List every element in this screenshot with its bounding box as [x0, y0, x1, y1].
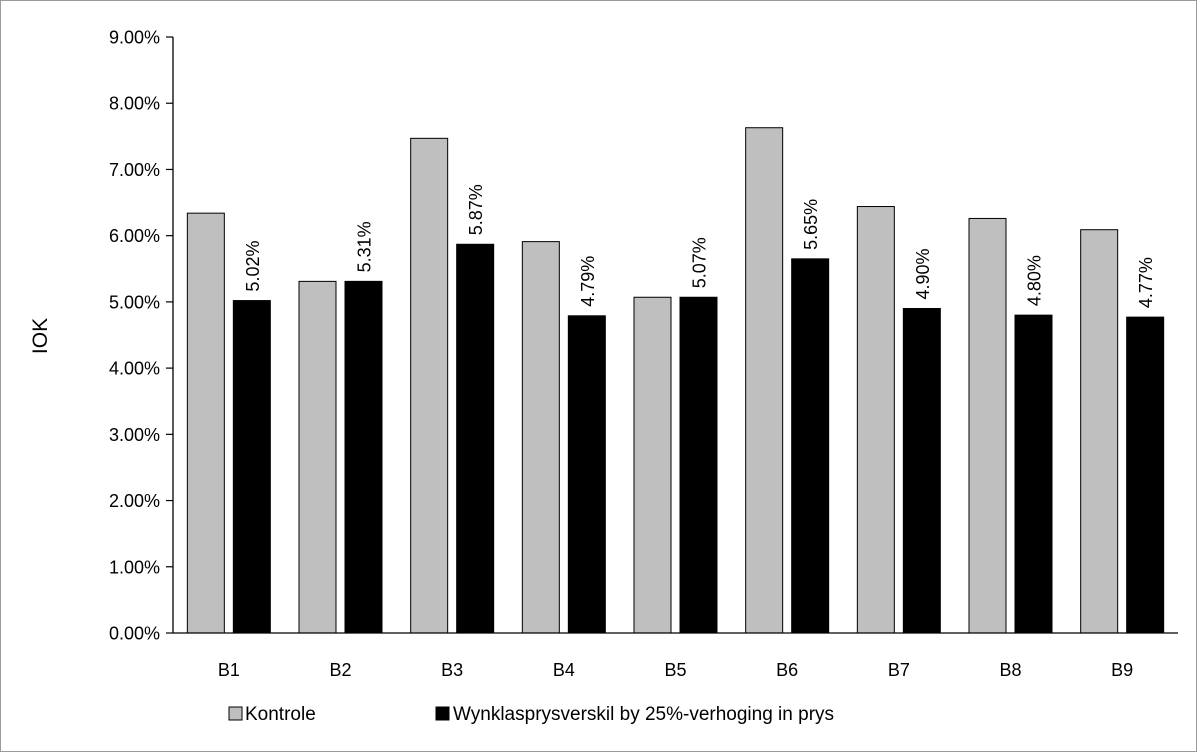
- x-tick-label-b4: B4: [553, 660, 575, 680]
- legend-swatch-wynklas: [435, 706, 450, 721]
- bar-kontrole-b1: [186, 212, 225, 634]
- bar-kontrole-b8: [968, 217, 1007, 634]
- bar-kontrole-b3: [410, 137, 449, 634]
- data-label-b9: 4.77%: [1136, 257, 1156, 308]
- x-tick-label-b3: B3: [441, 660, 463, 680]
- bar-kontrole-b4: [521, 241, 560, 634]
- legend-label-wynklas: Wynklasprysverskil by 25%-verhoging in p…: [453, 704, 834, 725]
- y-tick-label: 5.00%: [109, 292, 160, 312]
- bar-kontrole-b2: [298, 280, 337, 634]
- y-tick-label: 9.00%: [109, 28, 160, 48]
- legend-item-wynklas: Wynklasprysverskil by 25%-verhoging in p…: [435, 704, 834, 725]
- data-label-b4: 4.79%: [578, 256, 598, 307]
- bar-wynklas-b3: [456, 243, 495, 634]
- data-label-b1: 5.02%: [243, 241, 263, 292]
- plot-area: 0.00% 1.00% 2.00% 3.00% 4.00% 5.00% 6.00% 7.00%…: [109, 28, 1178, 680]
- y-tick-label: 3.00%: [109, 425, 160, 445]
- x-tick-label-b1: B1: [218, 660, 240, 680]
- bar-kontrole-b5: [633, 296, 672, 634]
- data-label-b7: 4.90%: [913, 248, 933, 299]
- bar-wynklas-b9: [1126, 316, 1165, 634]
- y-tick-label: 8.00%: [109, 94, 160, 114]
- y-tick-label: 0.00%: [109, 624, 160, 644]
- y-tick-label: 2.00%: [109, 491, 160, 511]
- data-label-b8: 4.80%: [1025, 255, 1045, 306]
- data-label-b6: 5.65%: [801, 199, 821, 250]
- x-tick-label-b9: B9: [1111, 660, 1133, 680]
- x-tick-label-b6: B6: [776, 660, 798, 680]
- x-tick-label-b2: B2: [329, 660, 351, 680]
- legend-swatch-kontrole: [228, 706, 243, 721]
- x-tick-label-b8: B8: [999, 660, 1021, 680]
- y-tick-label: 6.00%: [109, 226, 160, 246]
- data-label-b3: 5.87%: [466, 184, 486, 235]
- data-label-b5: 5.07%: [690, 237, 710, 288]
- bar-wynklas-b2: [344, 280, 383, 634]
- bar-kontrole-b7: [856, 206, 895, 634]
- data-label-b2: 5.31%: [355, 221, 375, 272]
- bar-wynklas-b1: [232, 300, 271, 634]
- bar-kontrole-b6: [745, 127, 784, 634]
- y-axis-title: IOK: [29, 318, 52, 354]
- bar-wynklas-b4: [567, 315, 606, 634]
- x-tick-label-b5: B5: [664, 660, 686, 680]
- bar-wynklas-b6: [791, 258, 830, 634]
- y-tick-label: 4.00%: [109, 359, 160, 379]
- legend-item-kontrole: Kontrole: [228, 704, 316, 725]
- bar-kontrole-b9: [1080, 229, 1119, 634]
- bar-wynklas-b5: [679, 296, 718, 634]
- y-tick-label: 7.00%: [109, 160, 160, 180]
- legend-label-kontrole: Kontrole: [245, 704, 316, 725]
- bar-wynklas-b8: [1014, 314, 1053, 634]
- x-tick-label-b7: B7: [888, 660, 910, 680]
- bar-wynklas-b7: [902, 308, 941, 634]
- y-tick-label: 1.00%: [109, 557, 160, 577]
- legend: Kontrole Wynklasprysverskil by 25%-verhog…: [228, 704, 834, 725]
